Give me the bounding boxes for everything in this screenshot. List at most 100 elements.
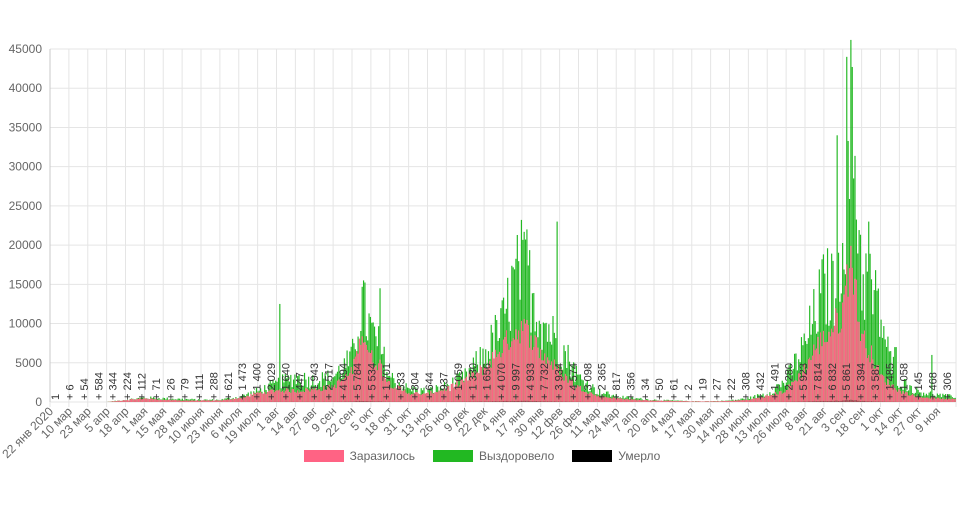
bar-deaths[interactable] xyxy=(537,401,538,402)
bar-deaths[interactable] xyxy=(853,400,854,402)
bar-infected[interactable] xyxy=(278,390,279,402)
bar-infected[interactable] xyxy=(551,361,552,402)
bar-deaths[interactable] xyxy=(498,401,499,402)
bar-infected[interactable] xyxy=(911,395,912,402)
bar-infected[interactable] xyxy=(115,401,116,402)
bar-deaths[interactable] xyxy=(379,401,380,402)
bar-infected[interactable] xyxy=(116,401,117,402)
bar-deaths[interactable] xyxy=(863,401,864,402)
bar-deaths[interactable] xyxy=(364,401,365,402)
bar-deaths[interactable] xyxy=(826,401,827,402)
bar-deaths[interactable] xyxy=(480,401,481,402)
bar-infected[interactable] xyxy=(672,401,673,402)
bar-deaths[interactable] xyxy=(492,401,493,402)
bar-deaths[interactable] xyxy=(809,401,810,402)
bar-deaths[interactable] xyxy=(550,401,551,402)
bar-infected[interactable] xyxy=(692,401,693,402)
bar-deaths[interactable] xyxy=(817,401,818,402)
bar-deaths[interactable] xyxy=(491,401,492,402)
bar-infected[interactable] xyxy=(706,401,707,402)
bar-deaths[interactable] xyxy=(506,401,507,402)
bar-deaths[interactable] xyxy=(508,401,509,402)
bar-deaths[interactable] xyxy=(804,401,805,402)
bar-deaths[interactable] xyxy=(367,401,368,402)
bar-infected[interactable] xyxy=(955,399,956,402)
bar-infected[interactable] xyxy=(714,401,715,402)
bar-deaths[interactable] xyxy=(359,401,360,402)
bar-infected[interactable] xyxy=(727,401,728,402)
bar-deaths[interactable] xyxy=(375,401,376,402)
bar-deaths[interactable] xyxy=(371,401,372,402)
bar-deaths[interactable] xyxy=(499,401,500,402)
bar-deaths[interactable] xyxy=(551,401,552,402)
bar-deaths[interactable] xyxy=(861,401,862,402)
bar-infected[interactable] xyxy=(712,401,713,402)
bar-deaths[interactable] xyxy=(487,401,488,402)
bar-deaths[interactable] xyxy=(357,401,358,402)
bar-deaths[interactable] xyxy=(834,401,835,402)
bar-deaths[interactable] xyxy=(864,401,865,402)
bar-infected[interactable] xyxy=(731,401,732,402)
bar-infected[interactable] xyxy=(451,384,452,402)
bar-infected[interactable] xyxy=(697,401,698,402)
bar-infected[interactable] xyxy=(666,401,667,402)
bar-infected[interactable] xyxy=(716,401,717,402)
bar-deaths[interactable] xyxy=(530,401,531,402)
bar-deaths[interactable] xyxy=(816,401,817,402)
bar-infected[interactable] xyxy=(705,401,706,402)
bar-infected[interactable] xyxy=(691,401,692,402)
bar-deaths[interactable] xyxy=(555,401,556,402)
bar-deaths[interactable] xyxy=(373,401,374,402)
bar-infected[interactable] xyxy=(665,401,666,402)
bar-deaths[interactable] xyxy=(356,401,357,402)
bar-deaths[interactable] xyxy=(539,401,540,402)
bar-infected[interactable] xyxy=(730,401,731,402)
bar-infected[interactable] xyxy=(121,401,122,402)
bar-deaths[interactable] xyxy=(558,401,559,402)
bar-deaths[interactable] xyxy=(812,401,813,402)
bar-infected[interactable] xyxy=(703,401,704,402)
bar-infected[interactable] xyxy=(120,401,121,402)
bar-infected[interactable] xyxy=(677,401,678,402)
bar-deaths[interactable] xyxy=(535,401,536,402)
bar-deaths[interactable] xyxy=(536,401,537,402)
bar-deaths[interactable] xyxy=(378,401,379,402)
bar-deaths[interactable] xyxy=(502,401,503,402)
bar-infected[interactable] xyxy=(724,401,725,402)
bar-deaths[interactable] xyxy=(828,401,829,402)
bar-deaths[interactable] xyxy=(528,401,529,402)
bar-infected[interactable] xyxy=(638,400,639,402)
bar-deaths[interactable] xyxy=(529,401,530,402)
bar-deaths[interactable] xyxy=(865,401,866,402)
bar-deaths[interactable] xyxy=(519,401,520,402)
bar-infected[interactable] xyxy=(683,401,684,402)
bar-deaths[interactable] xyxy=(540,401,541,402)
bar-deaths[interactable] xyxy=(488,401,489,402)
bar-infected[interactable] xyxy=(695,401,696,402)
bar-deaths[interactable] xyxy=(355,401,356,402)
bar-infected[interactable] xyxy=(708,401,709,402)
bar-deaths[interactable] xyxy=(514,401,515,402)
bar-deaths[interactable] xyxy=(496,401,497,402)
bar-deaths[interactable] xyxy=(532,401,533,402)
bar-infected[interactable] xyxy=(710,401,711,402)
bar-deaths[interactable] xyxy=(543,401,544,402)
bar-infected[interactable] xyxy=(698,401,699,402)
bar-deaths[interactable] xyxy=(518,401,519,402)
bar-deaths[interactable] xyxy=(525,401,526,402)
bar-infected[interactable] xyxy=(113,401,114,402)
bar-infected[interactable] xyxy=(721,401,722,402)
bar-deaths[interactable] xyxy=(813,401,814,402)
bar-infected[interactable] xyxy=(699,401,700,402)
bar-deaths[interactable] xyxy=(500,401,501,402)
bar-deaths[interactable] xyxy=(484,401,485,402)
bar-deaths[interactable] xyxy=(830,401,831,402)
bar-deaths[interactable] xyxy=(485,401,486,402)
bar-infected[interactable] xyxy=(249,397,250,402)
bar-deaths[interactable] xyxy=(868,401,869,402)
bar-deaths[interactable] xyxy=(541,401,542,402)
bar-deaths[interactable] xyxy=(878,401,879,402)
bar-deaths[interactable] xyxy=(351,401,352,402)
bar-infected[interactable] xyxy=(422,394,423,402)
bar-infected[interactable] xyxy=(753,398,754,402)
